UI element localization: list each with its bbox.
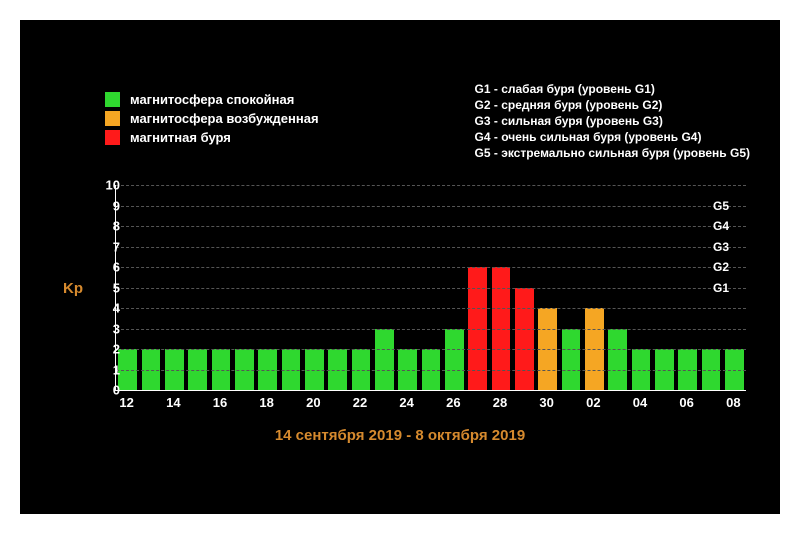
gridline — [116, 267, 746, 268]
kp-chart: Kp 012345678910G1G2G3G4G5121416182022242… — [75, 185, 755, 415]
y-tick: 4 — [95, 301, 120, 316]
gridline — [116, 288, 746, 289]
y-tick: 8 — [95, 219, 120, 234]
x-tick: 18 — [259, 395, 273, 410]
y-axis-label: Kp — [63, 280, 83, 297]
gridline — [116, 226, 746, 227]
gridline — [116, 349, 746, 350]
gridline — [116, 206, 746, 207]
y-tick: 7 — [95, 239, 120, 254]
y-tick: 0 — [95, 383, 120, 398]
legend-right-item: G4 - очень сильная буря (уровень G4) — [475, 130, 750, 146]
bar — [445, 329, 464, 391]
x-tick: 06 — [679, 395, 693, 410]
plot-area — [115, 185, 746, 391]
legend-right-item: G3 - сильная буря (уровень G3) — [475, 114, 750, 130]
legend-right-item: G1 - слабая буря (уровень G1) — [475, 82, 750, 98]
y-tick: 9 — [95, 198, 120, 213]
right-tick: G4 — [713, 219, 729, 233]
legend-swatch — [105, 92, 120, 107]
right-tick: G5 — [713, 199, 729, 213]
legend-right: G1 - слабая буря (уровень G1)G2 - средня… — [475, 82, 750, 162]
x-tick: 30 — [539, 395, 553, 410]
gridline — [116, 185, 746, 186]
x-tick: 24 — [399, 395, 413, 410]
bar — [515, 288, 534, 391]
legend-label: магнитосфера спокойная — [130, 92, 294, 107]
legend-item: магнитная буря — [105, 128, 319, 147]
right-tick: G2 — [713, 260, 729, 274]
y-tick: 5 — [95, 280, 120, 295]
right-tick: G1 — [713, 281, 729, 295]
gridline — [116, 247, 746, 248]
y-tick: 3 — [95, 321, 120, 336]
bar — [562, 329, 581, 391]
x-tick: 02 — [586, 395, 600, 410]
legend-item: магнитосфера возбужденная — [105, 109, 319, 128]
legend-swatch — [105, 111, 120, 126]
bar — [608, 329, 627, 391]
x-tick: 16 — [213, 395, 227, 410]
x-tick: 08 — [726, 395, 740, 410]
x-tick: 04 — [633, 395, 647, 410]
legend-label: магнитосфера возбужденная — [130, 111, 319, 126]
x-tick: 28 — [493, 395, 507, 410]
right-tick: G3 — [713, 240, 729, 254]
legend-right-item: G5 - экстремально сильная буря (уровень … — [475, 146, 750, 162]
x-tick: 14 — [166, 395, 180, 410]
y-tick: 6 — [95, 260, 120, 275]
legend-left: магнитосфера спокойная магнитосфера возбу… — [105, 90, 319, 147]
legend-right-item: G2 - средняя буря (уровень G2) — [475, 98, 750, 114]
bar — [375, 329, 394, 391]
y-tick: 1 — [95, 362, 120, 377]
legend-item: магнитосфера спокойная — [105, 90, 319, 109]
x-tick: 22 — [353, 395, 367, 410]
legend-label: магнитная буря — [130, 130, 231, 145]
x-tick: 26 — [446, 395, 460, 410]
gridline — [116, 370, 746, 371]
y-tick: 10 — [95, 178, 120, 193]
chart-frame: магнитосфера спокойная магнитосфера возбу… — [20, 20, 780, 514]
gridline — [116, 308, 746, 309]
x-tick: 20 — [306, 395, 320, 410]
legend-swatch — [105, 130, 120, 145]
y-tick: 2 — [95, 342, 120, 357]
chart-subtitle: 14 сентября 2019 - 8 октября 2019 — [20, 427, 780, 444]
gridline — [116, 329, 746, 330]
x-tick: 12 — [119, 395, 133, 410]
